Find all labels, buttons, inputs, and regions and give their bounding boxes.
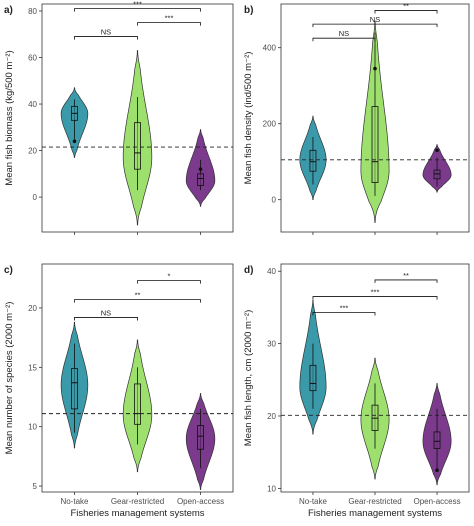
box-iqr bbox=[309, 364, 317, 392]
outlier-point bbox=[435, 148, 439, 153]
y-tick-label: 400 bbox=[263, 44, 277, 53]
panel-label: d) bbox=[244, 265, 253, 276]
x-axis-label: Fisheries management systems bbox=[308, 508, 442, 519]
significance-bracket bbox=[74, 317, 138, 321]
x-axis-label: Fisheries management systems bbox=[70, 508, 204, 519]
panel-label: b) bbox=[244, 5, 253, 16]
significance-label: *** bbox=[371, 288, 380, 297]
panel-label: c) bbox=[4, 265, 13, 276]
outlier-point bbox=[435, 468, 439, 473]
box-iqr bbox=[134, 122, 141, 170]
y-tick-label: 0 bbox=[272, 196, 277, 205]
panel-b: b) 0 200 400 Mean fish density (ind/500 m⁻²)… bbox=[243, 1, 470, 235]
x-tick-label: Gear-restricted bbox=[111, 497, 164, 506]
y-tick-label: 10 bbox=[267, 484, 276, 493]
box-iqr bbox=[71, 368, 78, 410]
significance-label: NS bbox=[339, 29, 349, 38]
box-iqr bbox=[433, 431, 441, 449]
y-tick-label: 15 bbox=[28, 363, 37, 372]
x-tick-label: Open-access bbox=[413, 497, 460, 506]
panel-label: a) bbox=[4, 5, 13, 16]
x-tick-label: Open-access bbox=[177, 497, 224, 506]
y-axis-label: Mean fish density (ind/500 m⁻²) bbox=[243, 52, 254, 185]
y-axis-label: Mean number of species (2000 m⁻²) bbox=[4, 302, 15, 455]
y-tick-label: 30 bbox=[267, 340, 276, 349]
box-iqr bbox=[309, 149, 317, 172]
significance-label: ** bbox=[403, 271, 409, 280]
y-tick-label: 80 bbox=[28, 7, 37, 16]
significance-bracket bbox=[137, 22, 201, 26]
significance-bracket bbox=[374, 279, 438, 283]
box-iqr bbox=[197, 425, 204, 450]
y-axis-label: Mean fish biomass (kg/500 m⁻²) bbox=[4, 50, 15, 185]
y-tick-label: 40 bbox=[28, 100, 37, 109]
y-tick-label: 5 bbox=[33, 482, 38, 491]
box-iqr bbox=[134, 383, 141, 425]
y-tick-label: 20 bbox=[28, 304, 37, 313]
panel-a: a) 0 20 40 60 80 Mean fish biomass (kg/500 m⁻²… bbox=[4, 0, 234, 235]
outlier-point bbox=[198, 167, 203, 171]
significance-bracket bbox=[312, 312, 376, 316]
outlier-point bbox=[72, 139, 77, 144]
significance-bracket bbox=[74, 8, 201, 12]
significance-label: *** bbox=[133, 0, 142, 9]
y-tick-label: 200 bbox=[263, 120, 277, 129]
panel-d: d) 10 20 30 40 Mean fish length, cm (2000 m⁻²… bbox=[243, 263, 470, 519]
significance-label: ** bbox=[403, 1, 409, 10]
significance-label: NS bbox=[101, 308, 111, 317]
x-tick-label: No-take bbox=[299, 497, 328, 506]
significance-bracket bbox=[312, 23, 438, 28]
significance-bracket bbox=[74, 36, 138, 40]
outlier-point bbox=[373, 66, 377, 71]
y-tick-label: 0 bbox=[33, 193, 38, 202]
y-tick-label: 40 bbox=[267, 267, 276, 276]
significance-label: NS bbox=[370, 15, 380, 24]
x-tick-label: No-take bbox=[60, 497, 89, 506]
box-iqr bbox=[433, 169, 441, 180]
y-tick-label: 10 bbox=[28, 423, 37, 432]
significance-label: *** bbox=[165, 14, 174, 23]
box-iqr bbox=[197, 173, 204, 186]
significance-bracket bbox=[374, 10, 438, 14]
x-tick-label: Gear-restricted bbox=[348, 497, 401, 506]
significance-label: ** bbox=[135, 291, 141, 300]
y-axis-label: Mean fish length, cm (2000 m⁻²) bbox=[243, 310, 254, 446]
significance-label: *** bbox=[340, 303, 349, 312]
significance-bracket bbox=[312, 37, 376, 42]
panel-c: c) 5 10 15 20 Mean number of species (2000 m⁻… bbox=[4, 263, 234, 519]
significance-bracket bbox=[74, 299, 201, 303]
significance-bracket bbox=[137, 280, 201, 284]
significance-label: * bbox=[168, 272, 171, 281]
y-tick-label: 20 bbox=[267, 412, 276, 421]
y-tick-label: 20 bbox=[28, 147, 37, 156]
box-iqr bbox=[371, 106, 379, 183]
significance-bracket bbox=[312, 296, 438, 300]
significance-label: NS bbox=[101, 28, 111, 37]
y-tick-label: 60 bbox=[28, 54, 37, 63]
